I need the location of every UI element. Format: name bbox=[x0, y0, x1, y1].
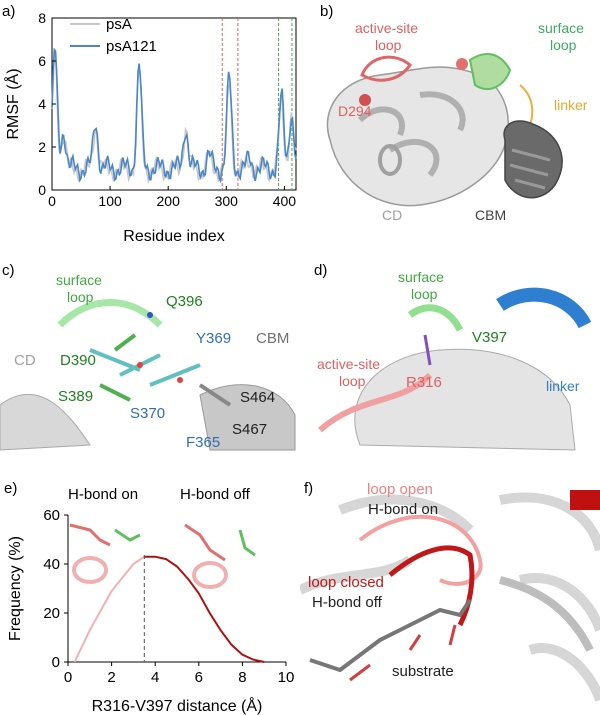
x-axis-label: R316-V397 distance (Å) bbox=[92, 696, 263, 715]
rmsf-chart: 0 100 200 300 400 0 2 4 6 8 Residue index RMSF (Å) p… bbox=[3, 10, 297, 245]
panel-d-label: d) bbox=[314, 262, 327, 279]
y-axis-label: Frequency (%) bbox=[7, 536, 24, 641]
panel-c: c) surface loop Q396 Y369 CBM CD D390 S3… bbox=[0, 262, 296, 451]
panel-e-label: e) bbox=[4, 480, 17, 497]
hbond-off-label: H-bond off bbox=[180, 486, 251, 503]
y-tick-label: 6 bbox=[38, 53, 46, 69]
hbond-on-label: H-bond on bbox=[68, 486, 138, 503]
structure-render-f bbox=[300, 470, 600, 715]
x-tick-label: 2 bbox=[107, 669, 115, 686]
c-surface-loop-1: surface bbox=[56, 272, 102, 288]
d390-label: D390 bbox=[60, 352, 96, 369]
y-tick-label: 4 bbox=[38, 96, 46, 112]
panel-a: a) 0 100 200 300 400 0 2 4 6 8 Residue index RMSF (… bbox=[2, 3, 297, 245]
panel-a-label: a) bbox=[2, 3, 15, 20]
hbond-on-inset bbox=[69, 523, 141, 584]
y-tick-label: 0 bbox=[38, 182, 46, 198]
x-tick-label: 0 bbox=[64, 669, 72, 686]
x-tick-label: 200 bbox=[157, 193, 181, 209]
y-tick-label: 8 bbox=[38, 10, 46, 26]
d-surface-loop-2: loop bbox=[411, 286, 438, 302]
f-hbond-on-label: H-bond on bbox=[368, 501, 438, 518]
curve-hbond-off bbox=[144, 555, 265, 663]
x-tick-label: 10 bbox=[278, 669, 295, 686]
panel-e: e) 0 2 4 6 8 10 0 20 40 60 R316-V397 distance (Å) F… bbox=[4, 480, 294, 715]
s370-label: S370 bbox=[130, 405, 165, 422]
cd-label: CD bbox=[382, 207, 402, 223]
c-cbm-label: CBM bbox=[256, 330, 289, 347]
loop-open-label: loop open bbox=[367, 481, 433, 498]
y369-label: Y369 bbox=[196, 330, 231, 347]
loop-closed-label: loop closed bbox=[308, 574, 384, 591]
x-tick-label: 400 bbox=[273, 193, 297, 209]
protein-cartoon bbox=[326, 53, 563, 207]
x-tick-label: 100 bbox=[98, 193, 122, 209]
panel-b-label: b) bbox=[320, 3, 333, 20]
x-tick-label: 4 bbox=[151, 669, 159, 686]
legend-psA121: psA121 bbox=[106, 38, 157, 55]
y-tick-label: 20 bbox=[43, 605, 60, 622]
c-cd-label: CD bbox=[14, 352, 36, 369]
series-psA121 bbox=[51, 47, 297, 184]
d-active-site-loop-2: loop bbox=[339, 373, 366, 389]
surface-loop-label-1: surface bbox=[538, 20, 584, 36]
hbond-off-inset bbox=[184, 523, 256, 589]
linker-label: linker bbox=[554, 97, 588, 113]
v397-label: V397 bbox=[472, 329, 507, 346]
panel-c-label: c) bbox=[2, 262, 15, 279]
panel-d: d) surface loop V397 active-site loop R3… bbox=[314, 262, 592, 451]
active-site-loop-label-2: loop bbox=[375, 37, 402, 53]
panel-f-label: f) bbox=[304, 480, 313, 497]
active-site-loop-label-1: active-site bbox=[355, 20, 418, 36]
x-tick-label: 300 bbox=[215, 193, 239, 209]
y-tick-label: 40 bbox=[43, 556, 60, 573]
d-active-site-loop-1: active-site bbox=[317, 356, 380, 372]
y-axis-label: RMSF (Å) bbox=[3, 68, 22, 139]
q396-label: Q396 bbox=[166, 293, 203, 310]
r316-label: R316 bbox=[406, 374, 442, 391]
frequency-chart: 0 2 4 6 8 10 0 20 40 60 R316-V397 distance (Å) Freq… bbox=[7, 507, 294, 715]
s464-label: S464 bbox=[240, 389, 275, 406]
curve-hbond-on bbox=[73, 555, 145, 663]
x-tick-label: 6 bbox=[195, 669, 203, 686]
surface-loop-label-2: loop bbox=[550, 37, 577, 53]
x-axis-label: Residue index bbox=[123, 228, 224, 245]
y-tick-label: 0 bbox=[52, 654, 60, 671]
f-hbond-off-label: H-bond off bbox=[312, 594, 383, 611]
f365-label: F365 bbox=[186, 434, 220, 451]
panel-f: f) loop open H-bond on loop closed H-bon… bbox=[300, 470, 600, 715]
s389-label: S389 bbox=[58, 388, 93, 405]
y-tick-label: 60 bbox=[43, 507, 60, 524]
s467-label: S467 bbox=[232, 421, 267, 438]
x-tick-label: 0 bbox=[48, 193, 56, 209]
d294-label: D294 bbox=[338, 103, 372, 119]
substrate-label: substrate bbox=[392, 663, 454, 680]
structure-render-d bbox=[318, 287, 592, 451]
c-surface-loop-2: loop bbox=[67, 289, 94, 305]
cbm-label: CBM bbox=[475, 207, 506, 223]
structure-render bbox=[0, 299, 296, 451]
x-tick-label: 8 bbox=[238, 669, 246, 686]
d-surface-loop-1: surface bbox=[398, 269, 444, 285]
y-tick-label: 2 bbox=[38, 139, 46, 155]
legend-psA: psA bbox=[106, 16, 132, 33]
panel-b: b) active-site loop surface loop linker … bbox=[320, 3, 588, 223]
d-linker-label: linker bbox=[546, 378, 580, 394]
